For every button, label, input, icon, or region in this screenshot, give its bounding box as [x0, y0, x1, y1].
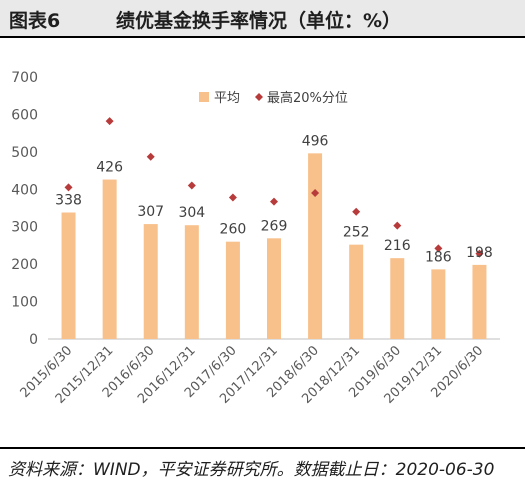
percentile-marker [187, 181, 196, 190]
bar-data-label: 269 [261, 218, 288, 234]
bar-data-label: 198 [466, 245, 493, 261]
percentile-marker [228, 193, 237, 202]
bar-data-label: 186 [425, 249, 452, 265]
chart-title: 绩优基金换手率情况（单位：%） [116, 10, 402, 32]
bar-data-label: 260 [220, 222, 247, 238]
bar [349, 244, 364, 339]
bar-data-label: 496 [302, 133, 329, 149]
legend-marker-label: 最高20%分位 [267, 90, 348, 106]
bar-data-label: 338 [55, 192, 82, 208]
legend-marker-swatch [255, 93, 263, 101]
figure-label: 图表6 [9, 10, 61, 32]
bar [184, 225, 199, 339]
figure-header: 图表6 绩优基金换手率情况（单位：%） [0, 0, 525, 38]
bar [431, 269, 446, 339]
legend-bar-label: 平均 [214, 91, 240, 106]
y-tick-label: 0 [29, 332, 38, 348]
percentile-marker [352, 207, 361, 216]
percentile-marker [64, 183, 73, 192]
bar-data-label: 307 [137, 204, 164, 220]
bar [308, 153, 323, 339]
y-tick-label: 500 [11, 145, 38, 161]
y-tick-label: 700 [11, 70, 38, 86]
bar [143, 224, 158, 339]
chart-area: 0 100 200 300 400 500 600 700 338 426 307 304 260 269… [0, 40, 525, 444]
figure-footer: 资料来源：WIND，平安证券研究所。数据截止日：2020-06-30 [0, 447, 525, 485]
bar [267, 238, 281, 339]
y-tick-label: 600 [11, 107, 38, 123]
y-tick-label: 100 [11, 295, 38, 311]
bar-data-label: 216 [384, 238, 411, 254]
legend-bar-swatch [199, 92, 209, 102]
bar [390, 258, 405, 339]
bar-data-label: 252 [343, 225, 370, 241]
bar-chart: 0 100 200 300 400 500 600 700 338 426 307 304 260 269… [11, 70, 500, 407]
percentile-marker [311, 189, 320, 198]
bar [61, 212, 76, 339]
bar-data-label: 426 [96, 160, 123, 176]
y-tick-label: 200 [11, 257, 38, 273]
bar-data-label: 304 [178, 205, 205, 221]
bar [472, 264, 487, 339]
source-note: 资料来源：WIND，平安证券研究所。数据截止日：2020-06-30 [8, 460, 495, 480]
y-tick-label: 400 [11, 182, 38, 198]
percentile-marker [434, 244, 443, 253]
bar [225, 241, 240, 339]
percentile-marker [393, 221, 402, 230]
percentile-marker [146, 152, 155, 161]
y-tick-label: 300 [11, 220, 38, 236]
bar [102, 179, 117, 339]
percentile-marker [105, 117, 114, 126]
percentile-marker [475, 249, 484, 258]
percentile-marker [270, 197, 278, 206]
